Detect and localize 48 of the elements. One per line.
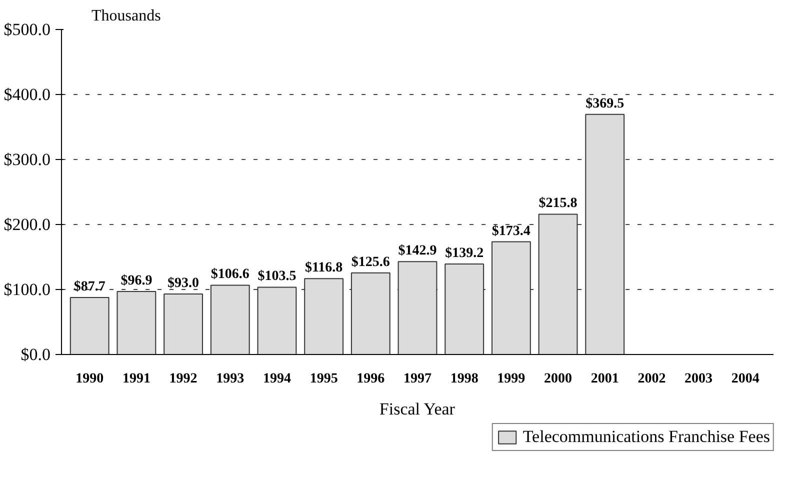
data-label: $106.6 [210,267,250,282]
y-tick-label: $100.0 [4,280,50,299]
data-label: $93.0 [168,276,200,292]
bar [257,286,297,354]
x-tick-label: 1997 [404,372,432,386]
x-tick-label: 1992 [169,372,198,386]
x-tick-label: 1998 [450,372,478,386]
data-label: $125.6 [351,254,390,270]
data-label: $87.7 [74,279,106,294]
x-tick-label: 2000 [544,372,572,386]
x-tick-label: 1995 [310,372,338,386]
bar [585,114,625,354]
bar [164,294,203,354]
y-tick-label: $0.0 [20,345,50,364]
x-axis-title: Fiscal Year [379,400,456,418]
x-tick-label: 1993 [216,372,244,386]
data-label: $139.2 [445,246,484,262]
data-label: $96.9 [120,274,152,289]
x-tick-label: 2004 [731,372,760,386]
x-tick-label: 1996 [356,372,385,386]
y-tick-label: $200.0 [4,215,50,234]
y-axis-title: Thousands [92,8,161,24]
x-tick-label: 1991 [122,372,150,386]
bar [538,214,578,354]
bar [444,264,484,354]
bar [304,278,344,354]
data-label: $173.4 [492,224,530,239]
data-label: $369.5 [586,96,624,112]
data-label: $142.9 [398,244,437,259]
bar [491,241,531,354]
bar [398,261,438,354]
x-tick-label: 1994 [262,372,291,386]
x-tick-label: 2001 [590,372,619,386]
data-label: $215.8 [538,196,578,212]
y-tick-label: $300.0 [4,150,50,169]
x-tick-label: 2003 [684,372,713,386]
bar [116,291,156,354]
bar [350,272,390,354]
bar [70,296,110,354]
x-tick-label: 1999 [497,372,526,386]
legend-label: Telecommunications Franchise Fees [522,427,770,447]
y-tick-label: $500.0 [4,20,50,39]
bar [210,284,250,354]
data-label: $116.8 [304,260,343,276]
data-label: $103.5 [258,269,296,284]
x-tick-label: 1990 [76,372,104,386]
y-tick-label: $400.0 [4,85,50,104]
x-tick-label: 2002 [638,372,666,386]
